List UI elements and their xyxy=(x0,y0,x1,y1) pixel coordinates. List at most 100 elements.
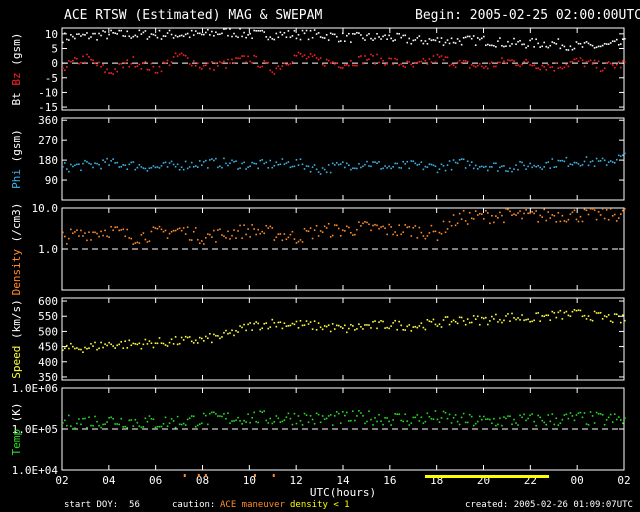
point-bt xyxy=(285,36,288,39)
point-bz xyxy=(146,68,149,71)
point-density xyxy=(72,232,74,235)
point-phi xyxy=(84,159,86,162)
point-density xyxy=(94,231,96,234)
point-bt xyxy=(561,44,564,47)
point-phi xyxy=(535,165,537,168)
point-bz xyxy=(217,65,219,67)
ytick-label-phi: 90 xyxy=(45,174,58,187)
point-phi xyxy=(360,166,362,169)
point-speed xyxy=(603,315,606,317)
point-bz xyxy=(509,59,511,62)
point-bt xyxy=(198,32,201,35)
point-bz xyxy=(460,61,463,64)
point-temp xyxy=(589,411,592,413)
point-temp xyxy=(168,422,171,425)
point-temp xyxy=(184,424,187,426)
point-bz xyxy=(233,62,235,64)
point-speed xyxy=(591,319,594,322)
point-density xyxy=(237,230,239,232)
point-temp xyxy=(96,420,98,423)
point-temp xyxy=(229,422,231,424)
point-phi xyxy=(150,166,153,169)
point-density xyxy=(160,228,163,231)
point-bz xyxy=(297,51,300,54)
point-bz xyxy=(170,61,173,63)
point-phi xyxy=(503,165,505,167)
point-bt xyxy=(78,33,80,35)
point-bz xyxy=(227,58,229,61)
point-density xyxy=(70,228,72,231)
point-phi xyxy=(227,164,229,167)
point-speed xyxy=(621,314,624,317)
point-temp xyxy=(150,417,153,420)
point-phi xyxy=(414,162,417,165)
point-bz xyxy=(339,67,342,69)
point-bz xyxy=(188,63,191,65)
point-temp xyxy=(607,416,610,419)
point-temp xyxy=(523,413,525,416)
point-density xyxy=(124,235,127,238)
point-speed xyxy=(299,320,302,322)
point-temp xyxy=(354,419,356,422)
point-phi xyxy=(66,168,68,170)
point-density xyxy=(360,225,362,227)
point-phi xyxy=(277,163,280,166)
point-phi xyxy=(279,163,282,166)
point-bt xyxy=(136,35,139,38)
point-bz xyxy=(128,65,131,68)
point-phi xyxy=(366,160,368,163)
point-temp xyxy=(478,415,481,418)
point-density xyxy=(281,239,284,242)
point-temp xyxy=(124,425,127,428)
point-speed xyxy=(321,328,324,331)
point-bz xyxy=(323,65,326,67)
point-phi xyxy=(617,154,620,157)
point-bt xyxy=(100,34,102,37)
point-bz xyxy=(144,60,147,63)
point-temp xyxy=(295,422,298,425)
point-phi xyxy=(491,166,493,168)
point-bz xyxy=(70,60,72,63)
point-bt xyxy=(422,42,425,45)
point-bz xyxy=(295,54,298,57)
point-bt xyxy=(128,35,131,38)
maneuver-legend: ACE maneuver xyxy=(220,500,286,510)
point-temp xyxy=(553,423,556,426)
point-speed xyxy=(613,313,616,315)
point-temp xyxy=(424,420,427,423)
point-speed xyxy=(132,342,135,345)
point-speed xyxy=(466,318,469,320)
point-bz xyxy=(215,62,217,65)
point-bt xyxy=(489,44,491,47)
point-bz xyxy=(511,59,513,62)
point-bt xyxy=(462,37,465,39)
point-speed xyxy=(388,327,390,330)
point-phi xyxy=(446,164,449,166)
point-phi xyxy=(247,166,249,169)
point-phi xyxy=(82,162,84,165)
point-phi xyxy=(344,166,346,169)
point-bz xyxy=(611,64,614,66)
point-phi xyxy=(142,167,145,169)
point-phi xyxy=(253,162,255,165)
point-bz xyxy=(589,59,592,62)
point-speed xyxy=(160,342,163,344)
point-temp xyxy=(533,420,535,423)
point-temp xyxy=(482,415,485,418)
point-bz xyxy=(374,63,376,65)
point-temp xyxy=(261,411,264,414)
point-temp xyxy=(388,420,390,423)
point-density xyxy=(354,233,356,236)
point-bz xyxy=(267,61,270,64)
point-speed xyxy=(368,324,370,326)
point-bz xyxy=(106,68,108,71)
ytick-label-speed: 500 xyxy=(38,325,58,338)
point-density xyxy=(597,210,600,213)
point-phi xyxy=(186,167,189,170)
point-bz xyxy=(466,60,469,63)
point-speed xyxy=(571,310,574,313)
point-temp xyxy=(555,417,558,420)
point-bt xyxy=(245,36,247,39)
point-bz xyxy=(148,69,151,71)
point-bt xyxy=(277,36,280,39)
